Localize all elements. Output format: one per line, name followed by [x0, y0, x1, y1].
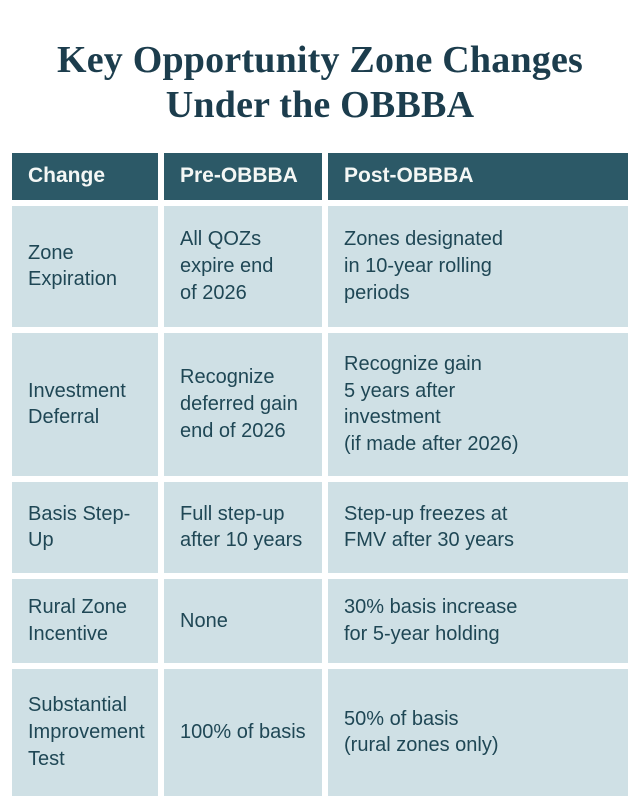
table-cell-row5-pre: 100% of basis [164, 668, 322, 796]
table-cell-row4-change: Rural Zone Incentive [12, 578, 158, 663]
table-cell-row2-pre: Recognize deferred gain end of 2026 [164, 332, 322, 476]
table-cell-row3-post: Step-up freezes at FMV after 30 years [328, 481, 628, 573]
table-cell-row4-post: 30% basis increase for 5-year holding [328, 578, 628, 663]
column-header-change: Change [12, 152, 158, 200]
column-header-pre-obbba: Pre-OBBBA [164, 152, 322, 200]
table-cell-row1-post: Zones designated in 10-year rolling peri… [328, 205, 628, 327]
comparison-table: Change Pre-OBBBA Post-OBBBA Zone Expirat… [12, 152, 628, 796]
table-cell-row1-change: Zone Expiration [12, 205, 158, 327]
table-cell-row5-change: Substantial Improvement Test [12, 668, 158, 796]
column-header-post-obbba: Post-OBBBA [328, 152, 628, 200]
table-cell-row1-pre: All QOZs expire end of 2026 [164, 205, 322, 327]
table-cell-row2-post: Recognize gain 5 years after investment … [328, 332, 628, 476]
table-cell-row2-change: Investment Deferral [12, 332, 158, 476]
table-cell-row4-pre: None [164, 578, 322, 663]
table-cell-row5-post: 50% of basis (rural zones only) [328, 668, 628, 796]
page-title: Key Opportunity Zone Changes Under the O… [56, 39, 584, 126]
table-cell-row3-pre: Full step-up after 10 years [164, 481, 322, 573]
table-cell-row3-change: Basis Step-Up [12, 481, 158, 573]
